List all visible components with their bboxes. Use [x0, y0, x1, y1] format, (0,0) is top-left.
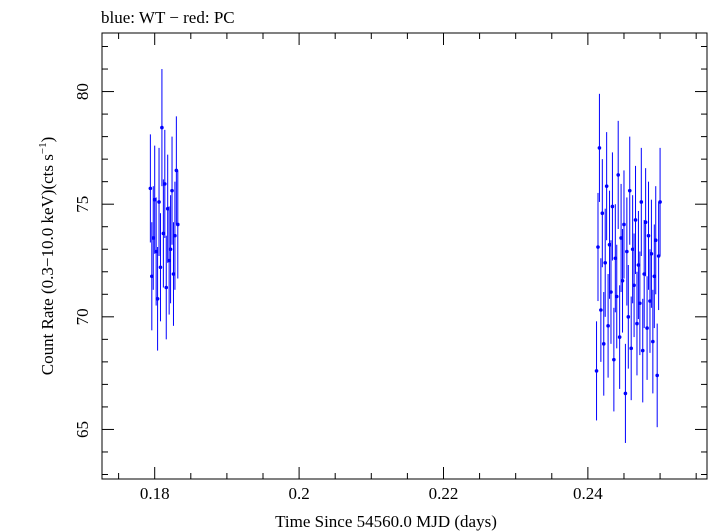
data-point: [167, 258, 171, 263]
data-point: [604, 184, 609, 188]
data-point: [629, 346, 633, 351]
data-point: [148, 186, 153, 191]
data-point: [623, 391, 628, 396]
x-axis-ticks: 0.18 0.2 0.22 0.24: [118, 33, 697, 503]
data-point: [609, 290, 613, 294]
data-point: [635, 321, 639, 326]
x-tick-label: 0.22: [429, 484, 459, 503]
x-tick-label: 0.18: [140, 484, 170, 503]
y-tick-label: 70: [73, 308, 92, 325]
data-point: [645, 326, 649, 330]
data-point: [636, 263, 641, 267]
y-axis-label-main: Count Rate (0.3−10.0 keV)(cts s: [38, 154, 57, 375]
data-point: [613, 256, 618, 261]
data-point: [160, 125, 164, 130]
data-point: [150, 274, 154, 279]
data-point: [176, 222, 180, 227]
data-point: [154, 249, 158, 254]
data-point: [158, 265, 163, 270]
y-axis-label: Count Rate (0.3−10.0 keV)(cts s−1): [37, 137, 57, 376]
data-point: [599, 308, 603, 312]
data-point: [597, 146, 602, 150]
y-tick-label: 65: [73, 421, 92, 438]
data-point: [638, 301, 642, 306]
data-point: [630, 247, 635, 252]
data-point: [601, 342, 606, 346]
data-point: [594, 369, 599, 373]
data-point: [633, 218, 638, 222]
x-tick-label: 0.24: [573, 484, 603, 503]
y-axis-label-close: ): [38, 137, 57, 143]
data-point: [596, 245, 600, 249]
plot-frame: [101, 32, 708, 480]
data-point: [649, 251, 654, 256]
data-point: [655, 373, 659, 378]
data-point: [170, 188, 174, 193]
data-point: [603, 260, 608, 265]
data-point: [616, 173, 620, 177]
data-point: [157, 200, 161, 204]
data-point: [639, 200, 644, 204]
y-axis-ticks: 65 70 75 80: [73, 46, 707, 475]
data-point: [625, 249, 629, 254]
data-point: [622, 222, 626, 227]
data-point: [627, 188, 632, 193]
data-point: [658, 200, 662, 204]
data-point: [640, 348, 645, 353]
data-point: [646, 233, 651, 238]
data-point: [600, 211, 605, 216]
data-point: [155, 296, 160, 301]
data-point: [152, 197, 157, 202]
x-tick-label: 0.2: [288, 484, 309, 503]
data-point: [163, 182, 167, 186]
data-point: [648, 299, 652, 303]
y-axis-label-sup: −1: [37, 142, 49, 154]
data-point: [164, 285, 169, 290]
data-point: [610, 204, 615, 209]
series-wt: [148, 69, 662, 443]
data-point: [165, 206, 170, 211]
data-point: [652, 274, 657, 279]
data-point: [617, 335, 622, 339]
x-axis-label: Time Since 54560.0 MJD (days): [275, 512, 497, 531]
data-point: [626, 315, 631, 319]
data-point: [632, 283, 636, 288]
data-point: [651, 339, 655, 344]
data-point: [174, 168, 179, 173]
data-point: [642, 272, 646, 276]
data-point: [171, 272, 176, 276]
data-point: [173, 233, 177, 238]
data-point: [614, 294, 619, 299]
data-point: [643, 220, 648, 225]
data-point: [620, 278, 625, 283]
data-point: [656, 254, 661, 258]
data-point: [619, 236, 623, 240]
data-point: [653, 238, 658, 243]
y-tick-label: 75: [73, 196, 92, 213]
data-point: [606, 324, 610, 328]
data-point: [607, 242, 612, 247]
data-point: [161, 231, 166, 236]
chart-title: blue: WT − red: PC: [101, 8, 235, 27]
data-point: [151, 236, 156, 240]
data-point: [612, 357, 616, 362]
data-point: [168, 247, 173, 252]
y-tick-label: 80: [73, 83, 92, 100]
